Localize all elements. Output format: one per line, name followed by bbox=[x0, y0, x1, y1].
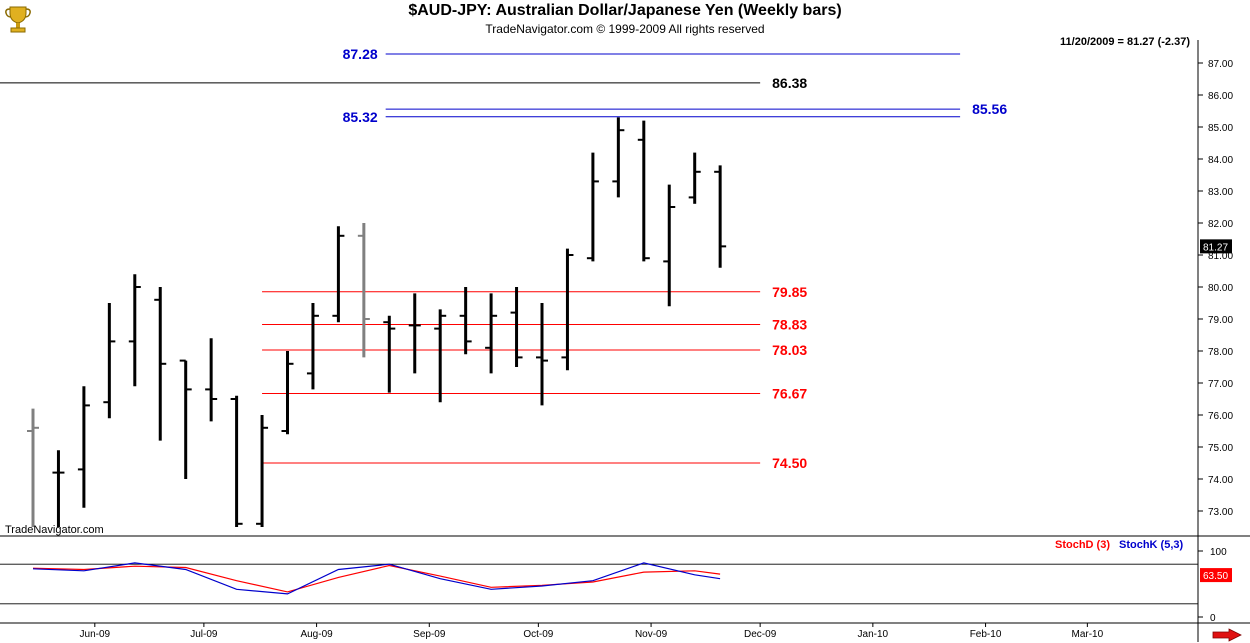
ohlc-bar bbox=[510, 287, 523, 367]
ohlc-bar bbox=[536, 303, 548, 406]
ohlc-bar bbox=[714, 165, 727, 268]
gold-trophy-icon bbox=[5, 6, 31, 33]
y-tick-label: 80.00 bbox=[1208, 283, 1233, 294]
ohlc-bar bbox=[77, 386, 90, 508]
y-tick-label: 85.00 bbox=[1208, 123, 1233, 134]
x-tick-label: Dec-09 bbox=[744, 629, 777, 640]
x-axis: Jun-09 Jul-09 Aug-09 Sep-09 Oct-09 Nov-09 Dec-… bbox=[80, 623, 1104, 640]
ohlc-bar bbox=[52, 450, 65, 527]
chart-title: $AUD-JPY: Australian Dollar/Japanese Yen… bbox=[408, 2, 842, 19]
ohlc-bars bbox=[27, 117, 727, 527]
ohlc-bar bbox=[179, 359, 192, 479]
chart-frame bbox=[0, 40, 1250, 642]
ohlc-bar bbox=[27, 408, 39, 527]
stoch-series-d bbox=[32, 564, 721, 593]
chart-header: $AUD-JPY: Australian Dollar/Japanese Yen… bbox=[0, 0, 1250, 48]
y-tick-label: 76.00 bbox=[1208, 411, 1233, 422]
ohlc-bar bbox=[586, 152, 599, 262]
price-panel: 87.00 86.00 85.00 84.00 83.00 82.00 81.00 80.00… bbox=[0, 46, 1233, 536]
ohlc-bar bbox=[383, 315, 396, 393]
stoch-y-tick-label: 0 bbox=[1210, 613, 1216, 624]
ohlc-bar bbox=[612, 117, 625, 198]
ohlc-bar bbox=[434, 309, 447, 403]
y-tick-label: 86.00 bbox=[1208, 91, 1233, 102]
y-tick-label: 79.00 bbox=[1208, 315, 1233, 326]
y-tick-label: 81.00 bbox=[1208, 251, 1233, 262]
ohlc-bar bbox=[281, 351, 294, 435]
ohlc-bar bbox=[230, 395, 243, 527]
y-tick-label: 83.00 bbox=[1208, 187, 1233, 198]
ohlc-bar bbox=[561, 248, 574, 371]
copyright-subtitle: TradeNavigator.com © 1999-2009 All right… bbox=[485, 22, 765, 36]
stoch-y-tick-label: 100 bbox=[1210, 547, 1227, 558]
y-tick-label: 87.00 bbox=[1208, 59, 1233, 70]
y-tick-label: 84.00 bbox=[1208, 155, 1233, 166]
ohlc-bar bbox=[459, 287, 472, 355]
ohlc-bar bbox=[637, 120, 650, 262]
ohlc-bar bbox=[357, 223, 370, 358]
ohlc-bar bbox=[103, 303, 116, 419]
level-label-85.32: 85.32 bbox=[343, 109, 378, 125]
level-label-87.28: 87.28 bbox=[343, 46, 378, 62]
ohlc-bar bbox=[306, 303, 319, 390]
stoch-last-box bbox=[1200, 568, 1232, 583]
level-label-78.03: 78.03 bbox=[772, 342, 807, 358]
level-label-74.50: 74.50 bbox=[772, 455, 807, 471]
y-tick-label: 78.00 bbox=[1208, 347, 1233, 358]
ohlc-bar bbox=[332, 226, 345, 323]
x-tick-label: Feb-10 bbox=[970, 629, 1002, 640]
last-price-label: 81.27 bbox=[1203, 242, 1228, 253]
stoch-legend-d: StochD (3) bbox=[1055, 539, 1110, 551]
last-price-stamp: 11/20/2009 = 81.27 (-2.37) bbox=[1060, 36, 1190, 48]
x-tick-label: Sep-09 bbox=[413, 629, 446, 640]
ohlc-bar bbox=[256, 415, 269, 527]
ohlc-bar bbox=[688, 152, 701, 204]
x-tick-label: Jul-09 bbox=[190, 629, 218, 640]
ohlc-bar bbox=[485, 293, 498, 374]
watermark: TradeNavigator.com bbox=[5, 524, 104, 536]
stochastic-panel: 100 0 StochD (3) StochK (5,3) 63.50 bbox=[0, 539, 1232, 624]
x-tick-label: Aug-09 bbox=[300, 629, 333, 640]
y-tick-label: 74.00 bbox=[1208, 475, 1233, 486]
x-tick-label: Jun-09 bbox=[80, 629, 111, 640]
stoch-legend-k: StochK (5,3) bbox=[1119, 539, 1184, 551]
x-tick-label: Oct-09 bbox=[523, 629, 553, 640]
red-right-arrow-icon[interactable] bbox=[1212, 628, 1242, 642]
level-label-78.83: 78.83 bbox=[772, 316, 807, 332]
y-tick-label: 82.00 bbox=[1208, 219, 1233, 230]
ohlc-bar bbox=[408, 293, 421, 374]
ohlc-bar bbox=[154, 287, 167, 441]
level-label-85.56: 85.56 bbox=[972, 101, 1007, 117]
x-tick-label: Mar-10 bbox=[1072, 629, 1104, 640]
level-label-86.38: 86.38 bbox=[772, 75, 807, 91]
ohlc-bar bbox=[128, 274, 141, 387]
stoch-series-k bbox=[32, 562, 721, 595]
level-label-76.67: 76.67 bbox=[772, 386, 807, 402]
ohlc-bar bbox=[205, 338, 218, 422]
level-label-79.85: 79.85 bbox=[772, 284, 807, 300]
y-tick-label: 73.00 bbox=[1208, 507, 1233, 518]
ohlc-bar bbox=[663, 184, 676, 307]
stoch-last-label: 63.50 bbox=[1203, 571, 1228, 582]
x-tick-label: Jan-10 bbox=[858, 629, 889, 640]
y-tick-label: 75.00 bbox=[1208, 443, 1233, 454]
x-tick-label: Nov-09 bbox=[635, 629, 668, 640]
y-tick-label: 77.00 bbox=[1208, 379, 1233, 390]
last-price-box bbox=[1200, 239, 1232, 254]
